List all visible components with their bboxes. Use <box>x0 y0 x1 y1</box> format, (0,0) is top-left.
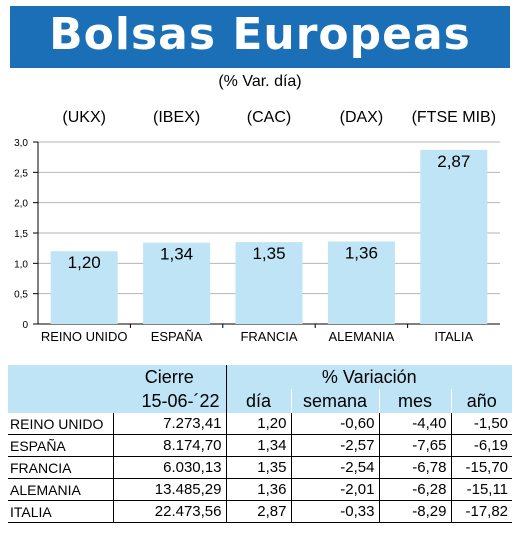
row-country-name: REINO UNIDO <box>8 413 113 435</box>
ano-column-header: año <box>450 389 512 413</box>
index-label: (FTSE MIB) <box>412 109 496 126</box>
bar-value-label: 1,35 <box>252 244 285 263</box>
row-mes-value: -6,28 <box>378 478 451 501</box>
table-row: REINO UNIDO 7.273,41 1,20 -0,60 -4,40 -1,50 <box>8 413 512 435</box>
semana-column-header: semana <box>290 389 379 413</box>
bar-value-label: 2,87 <box>437 152 470 171</box>
variacion-group-header: % Variación <box>225 365 512 389</box>
date-column-header: 15-06-´22 <box>113 389 226 413</box>
bar-value-label: 1,20 <box>68 253 101 272</box>
y-tick-label: 2,0 <box>14 199 28 210</box>
row-dia-value: 1,20 <box>225 413 291 435</box>
title-banner: Bolsas Europeas <box>10 6 510 68</box>
page-title: Bolsas Europeas <box>49 9 471 60</box>
row-dia-value: 2,87 <box>225 500 291 523</box>
bar <box>143 242 211 324</box>
row-semana-value: -2,01 <box>290 478 379 501</box>
row-semana-value: -0,60 <box>290 413 379 435</box>
x-category-label: REINO UNIDO <box>41 329 128 344</box>
y-tick-label: 1,5 <box>14 229 28 240</box>
row-mes-value: -7,65 <box>378 434 451 457</box>
row-cierre-value: 22.473,56 <box>112 500 226 523</box>
row-mes-value: -6,78 <box>378 456 451 479</box>
table-row: ALEMANIA 13.485,29 1,36 -2,01 -6,28 -15,11 <box>8 478 512 501</box>
bar-value-label: 1,36 <box>345 243 378 262</box>
table-row: FRANCIA 6.030,13 1,35 -2,54 -6,78 -15,70 <box>8 456 512 479</box>
row-country-name: ITALIA <box>8 500 113 523</box>
row-country-name: ALEMANIA <box>8 478 113 501</box>
row-dia-value: 1,34 <box>225 434 291 457</box>
table-row: ITALIA 22.473,56 2,87 -0,33 -8,29 -17,82 <box>8 500 512 523</box>
x-category-label: FRANCIA <box>240 329 297 344</box>
row-ano-value: -6,19 <box>450 434 512 457</box>
table-corner-cell <box>8 365 113 389</box>
table-group-header-row: Cierre % Variación <box>8 365 512 389</box>
cierre-group-header: Cierre <box>113 365 226 389</box>
table-column-header-row: 15-06-´22 día semana mes año <box>8 389 512 413</box>
row-semana-value: -2,57 <box>290 434 379 457</box>
table-row: ESPAÑA 8.174,70 1,34 -2,57 -7,65 -6,19 <box>8 434 512 457</box>
chart-subtitle: (% Var. día) <box>218 73 302 90</box>
bar <box>235 242 303 324</box>
row-semana-value: -2,54 <box>290 456 379 479</box>
y-tick-label: 2,5 <box>14 168 28 179</box>
row-ano-value: -15,70 <box>450 456 512 479</box>
mes-column-header: mes <box>378 389 451 413</box>
bar <box>50 251 118 324</box>
table-corner-cell <box>8 389 113 413</box>
y-tick-label: 0,5 <box>14 290 28 301</box>
bar <box>327 241 395 324</box>
x-category-label: ALEMANIA <box>329 329 395 344</box>
bar-chart: 0 0,5 1,0 1,5 2,0 2,5 3,0 1,20 (UKX) REINO UNIDO 1… <box>14 109 500 344</box>
data-table-container: Cierre % Variación 15-06-´22 día semana … <box>8 365 512 543</box>
row-country-name: ESPAÑA <box>8 434 113 457</box>
y-tick-label: 3,0 <box>14 138 28 149</box>
row-cierre-value: 6.030,13 <box>112 456 226 479</box>
index-label: (UKX) <box>62 109 106 126</box>
row-cierre-value: 8.174,70 <box>112 434 226 457</box>
row-mes-value: -8,29 <box>378 500 451 523</box>
row-ano-value: -15,11 <box>450 478 512 501</box>
row-semana-value: -0,33 <box>290 500 379 523</box>
index-label: (DAX) <box>340 109 384 126</box>
y-tick-label: 0 <box>22 320 28 331</box>
bar <box>420 149 488 324</box>
row-ano-value: -17,82 <box>450 500 512 523</box>
row-country-name: FRANCIA <box>8 456 113 479</box>
row-dia-value: 1,35 <box>225 456 291 479</box>
x-category-label: ESPAÑA <box>151 329 203 344</box>
index-label: (CAC) <box>247 109 291 126</box>
row-ano-value: -1,50 <box>450 413 512 435</box>
bar-value-label: 1,34 <box>160 245 193 264</box>
dia-column-header: día <box>225 389 291 413</box>
data-table: Cierre % Variación 15-06-´22 día semana … <box>8 365 512 523</box>
row-cierre-value: 13.485,29 <box>112 478 226 501</box>
x-category-label: ITALIA <box>434 329 473 344</box>
index-label: (IBEX) <box>153 109 200 126</box>
row-dia-value: 1,36 <box>225 478 291 501</box>
y-tick-label: 1,0 <box>14 259 28 270</box>
row-mes-value: -4,40 <box>378 413 451 435</box>
row-cierre-value: 7.273,41 <box>112 413 226 435</box>
